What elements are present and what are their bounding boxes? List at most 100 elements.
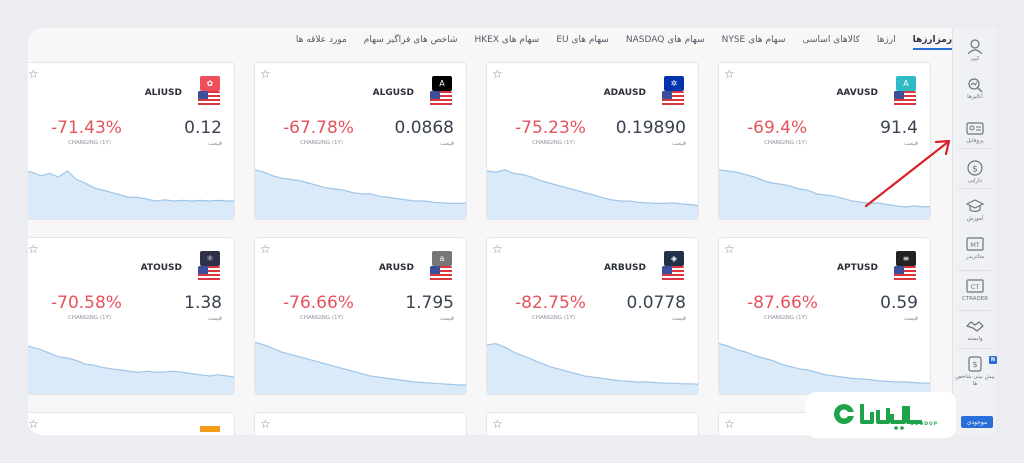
sparkline-line <box>28 170 234 202</box>
handshake-icon <box>966 321 984 332</box>
svg-text:$: $ <box>972 360 977 369</box>
tab-hkex-stocks[interactable]: سهام های HKEX <box>474 35 540 45</box>
favorite-star-icon[interactable]: ☆ <box>28 417 39 431</box>
favorite-star-icon[interactable]: ☆ <box>492 417 503 431</box>
tab-crypto[interactable]: رمزارزها <box>912 35 953 50</box>
sidebar-item[interactable]: CT CTRADER <box>953 278 997 303</box>
tab-eu-stocks[interactable]: سهام های EU <box>556 35 609 45</box>
symbol-label: ARUSD <box>378 263 414 273</box>
dollar-icon: $ <box>967 160 983 176</box>
tab-nasdaq-stocks[interactable]: سهام های NASDAQ <box>625 35 705 45</box>
price-sparkline <box>255 341 466 394</box>
sparkline-area <box>255 342 466 394</box>
price-label: قیمت <box>903 140 918 147</box>
tab-stock-indices[interactable]: شاخص های فراگیر سهام <box>363 35 458 45</box>
instrument-card[interactable]: ☆ <box>254 412 467 435</box>
change-label: CHANGING (1Y) <box>68 140 112 146</box>
instrument-card[interactable]: ☆ ⚛ ATOUSD 1.38 قیمت -70.58% CHANGING (1… <box>28 237 235 395</box>
sidebar-divider <box>959 148 991 149</box>
price-label: قیمت <box>439 315 454 322</box>
price-label: قیمت <box>671 315 686 322</box>
us-flag-icon <box>894 91 916 106</box>
tab-nyse-stocks[interactable]: سهام های NYSE <box>721 35 786 45</box>
ctrader-icon: CT <box>966 279 984 293</box>
symbol-label: ATOUSD <box>140 263 182 273</box>
instrument-card[interactable]: ☆ a ARUSD 1.795 قیمت -76.66% CHANGING (1… <box>254 237 467 395</box>
sparkline-line <box>487 169 698 207</box>
app-frame: رمزارزها ارزها کالاهای اساسی سهام های NY… <box>28 28 996 435</box>
us-flag-icon <box>662 91 684 106</box>
analytics-icon <box>968 78 983 92</box>
change-label: CHANGING (1Y) <box>532 315 576 321</box>
instrument-card[interactable]: ☆ <box>28 412 235 435</box>
sidebar-item[interactable]: آموزش <box>953 198 997 223</box>
price-sparkline <box>28 345 234 394</box>
price-label: قیمت <box>671 140 686 147</box>
instrument-card[interactable]: ☆ A ALGUSD 0.0868 قیمت -67.78% CHANGING … <box>254 62 467 220</box>
favorite-star-icon[interactable]: ☆ <box>724 242 735 256</box>
sidebar-item-label: CTRADER <box>961 296 989 302</box>
instrument-card[interactable]: ☆ <box>486 412 699 435</box>
watermark-text: SOODUP <box>910 422 938 427</box>
sidebar-item-label: وابسته <box>967 336 983 342</box>
coin-logo-icon: ⚛ <box>200 251 220 266</box>
sidebar-divider <box>959 348 991 349</box>
price-value: 0.0778 <box>626 293 686 313</box>
favorite-star-icon[interactable]: ☆ <box>28 67 39 81</box>
price-sparkline <box>487 169 698 219</box>
us-flag-icon <box>198 266 220 281</box>
coin-logo-icon: A <box>896 76 916 91</box>
sidebar-item[interactable]: آنالیزها <box>953 76 997 101</box>
instrument-card[interactable]: ☆ ✿ ALIUSD 0.12 قیمت -71.43% CHANGING (1… <box>28 62 235 220</box>
tab-currencies[interactable]: ارزها <box>876 35 896 45</box>
favorite-star-icon[interactable]: ☆ <box>724 417 735 431</box>
sidebar-item[interactable]: MT متاتریدر <box>953 236 997 261</box>
symbol-label: ADAUSD <box>603 88 646 98</box>
instrument-card[interactable]: ☆ ◈ ARBUSD 0.0778 قیمت -82.75% CHANGING … <box>486 237 699 395</box>
sidebar-item-label: متاتریدر <box>966 254 984 260</box>
favorite-star-icon[interactable]: ☆ <box>492 67 503 81</box>
price-value: 91.4 <box>880 118 918 138</box>
price-label: قیمت <box>207 140 222 147</box>
price-value: 1.795 <box>405 293 454 313</box>
new-badge: N <box>988 356 997 364</box>
change-value: -75.23% <box>515 118 586 138</box>
sidebar-item[interactable]: کپی <box>953 38 997 63</box>
sidebar-divider <box>959 188 991 189</box>
sparkline-line <box>719 343 930 384</box>
sidebar-item[interactable]: $ پیش بینی شاخص ها N <box>953 356 997 388</box>
sparkline-area <box>487 169 698 219</box>
sparkline-line <box>487 342 698 385</box>
svg-text:CT: CT <box>971 283 980 291</box>
forecast-icon: $ <box>968 356 982 372</box>
price-sparkline <box>28 170 234 219</box>
soodup-logo <box>834 404 922 430</box>
instrument-card[interactable]: ☆ ≡ APTUSD 0.59 قیمت -87.66% CHANGING (1… <box>718 237 931 395</box>
price-value: 0.0868 <box>394 118 454 138</box>
favorite-star-icon[interactable]: ☆ <box>28 242 39 256</box>
sidebar-item[interactable]: $ دارایی <box>953 160 997 185</box>
symbol-label: AAVUSD <box>836 88 878 98</box>
instrument-card[interactable]: ☆ A AAVUSD 91.4 قیمت -69.4% CHANGING (1Y… <box>718 62 931 220</box>
favorite-star-icon[interactable]: ☆ <box>724 67 735 81</box>
instrument-grid: ☆ A AAVUSD 91.4 قیمت -69.4% CHANGING (1Y… <box>28 62 952 435</box>
instrument-card[interactable]: ☆ ✲ ADAUSD 0.19890 قیمت -75.23% CHANGING… <box>486 62 699 220</box>
sparkline-line <box>255 169 466 204</box>
favorite-star-icon[interactable]: ☆ <box>260 67 271 81</box>
sidebar-item[interactable]: پروفایل <box>953 120 997 145</box>
price-sparkline <box>487 342 698 394</box>
sidebar-item-label: دارایی <box>967 178 983 184</box>
price-label: قیمت <box>207 315 222 322</box>
favorite-star-icon[interactable]: ☆ <box>260 417 271 431</box>
symbol-label: ALGUSD <box>372 88 414 98</box>
sidebar-item[interactable]: وابسته <box>953 318 997 343</box>
symbol-label: APTUSD <box>837 263 878 273</box>
sidebar-item-label: پیش بینی شاخص ها <box>955 374 995 387</box>
favorite-star-icon[interactable]: ☆ <box>492 242 503 256</box>
price-value: 0.12 <box>184 118 222 138</box>
balance-button[interactable]: موجودی <box>961 416 993 428</box>
tab-favorites[interactable]: مورد علاقه ها <box>295 35 347 45</box>
favorite-star-icon[interactable]: ☆ <box>260 242 271 256</box>
tab-commodities[interactable]: کالاهای اساسی <box>802 35 860 45</box>
change-label: CHANGING (1Y) <box>764 315 808 321</box>
